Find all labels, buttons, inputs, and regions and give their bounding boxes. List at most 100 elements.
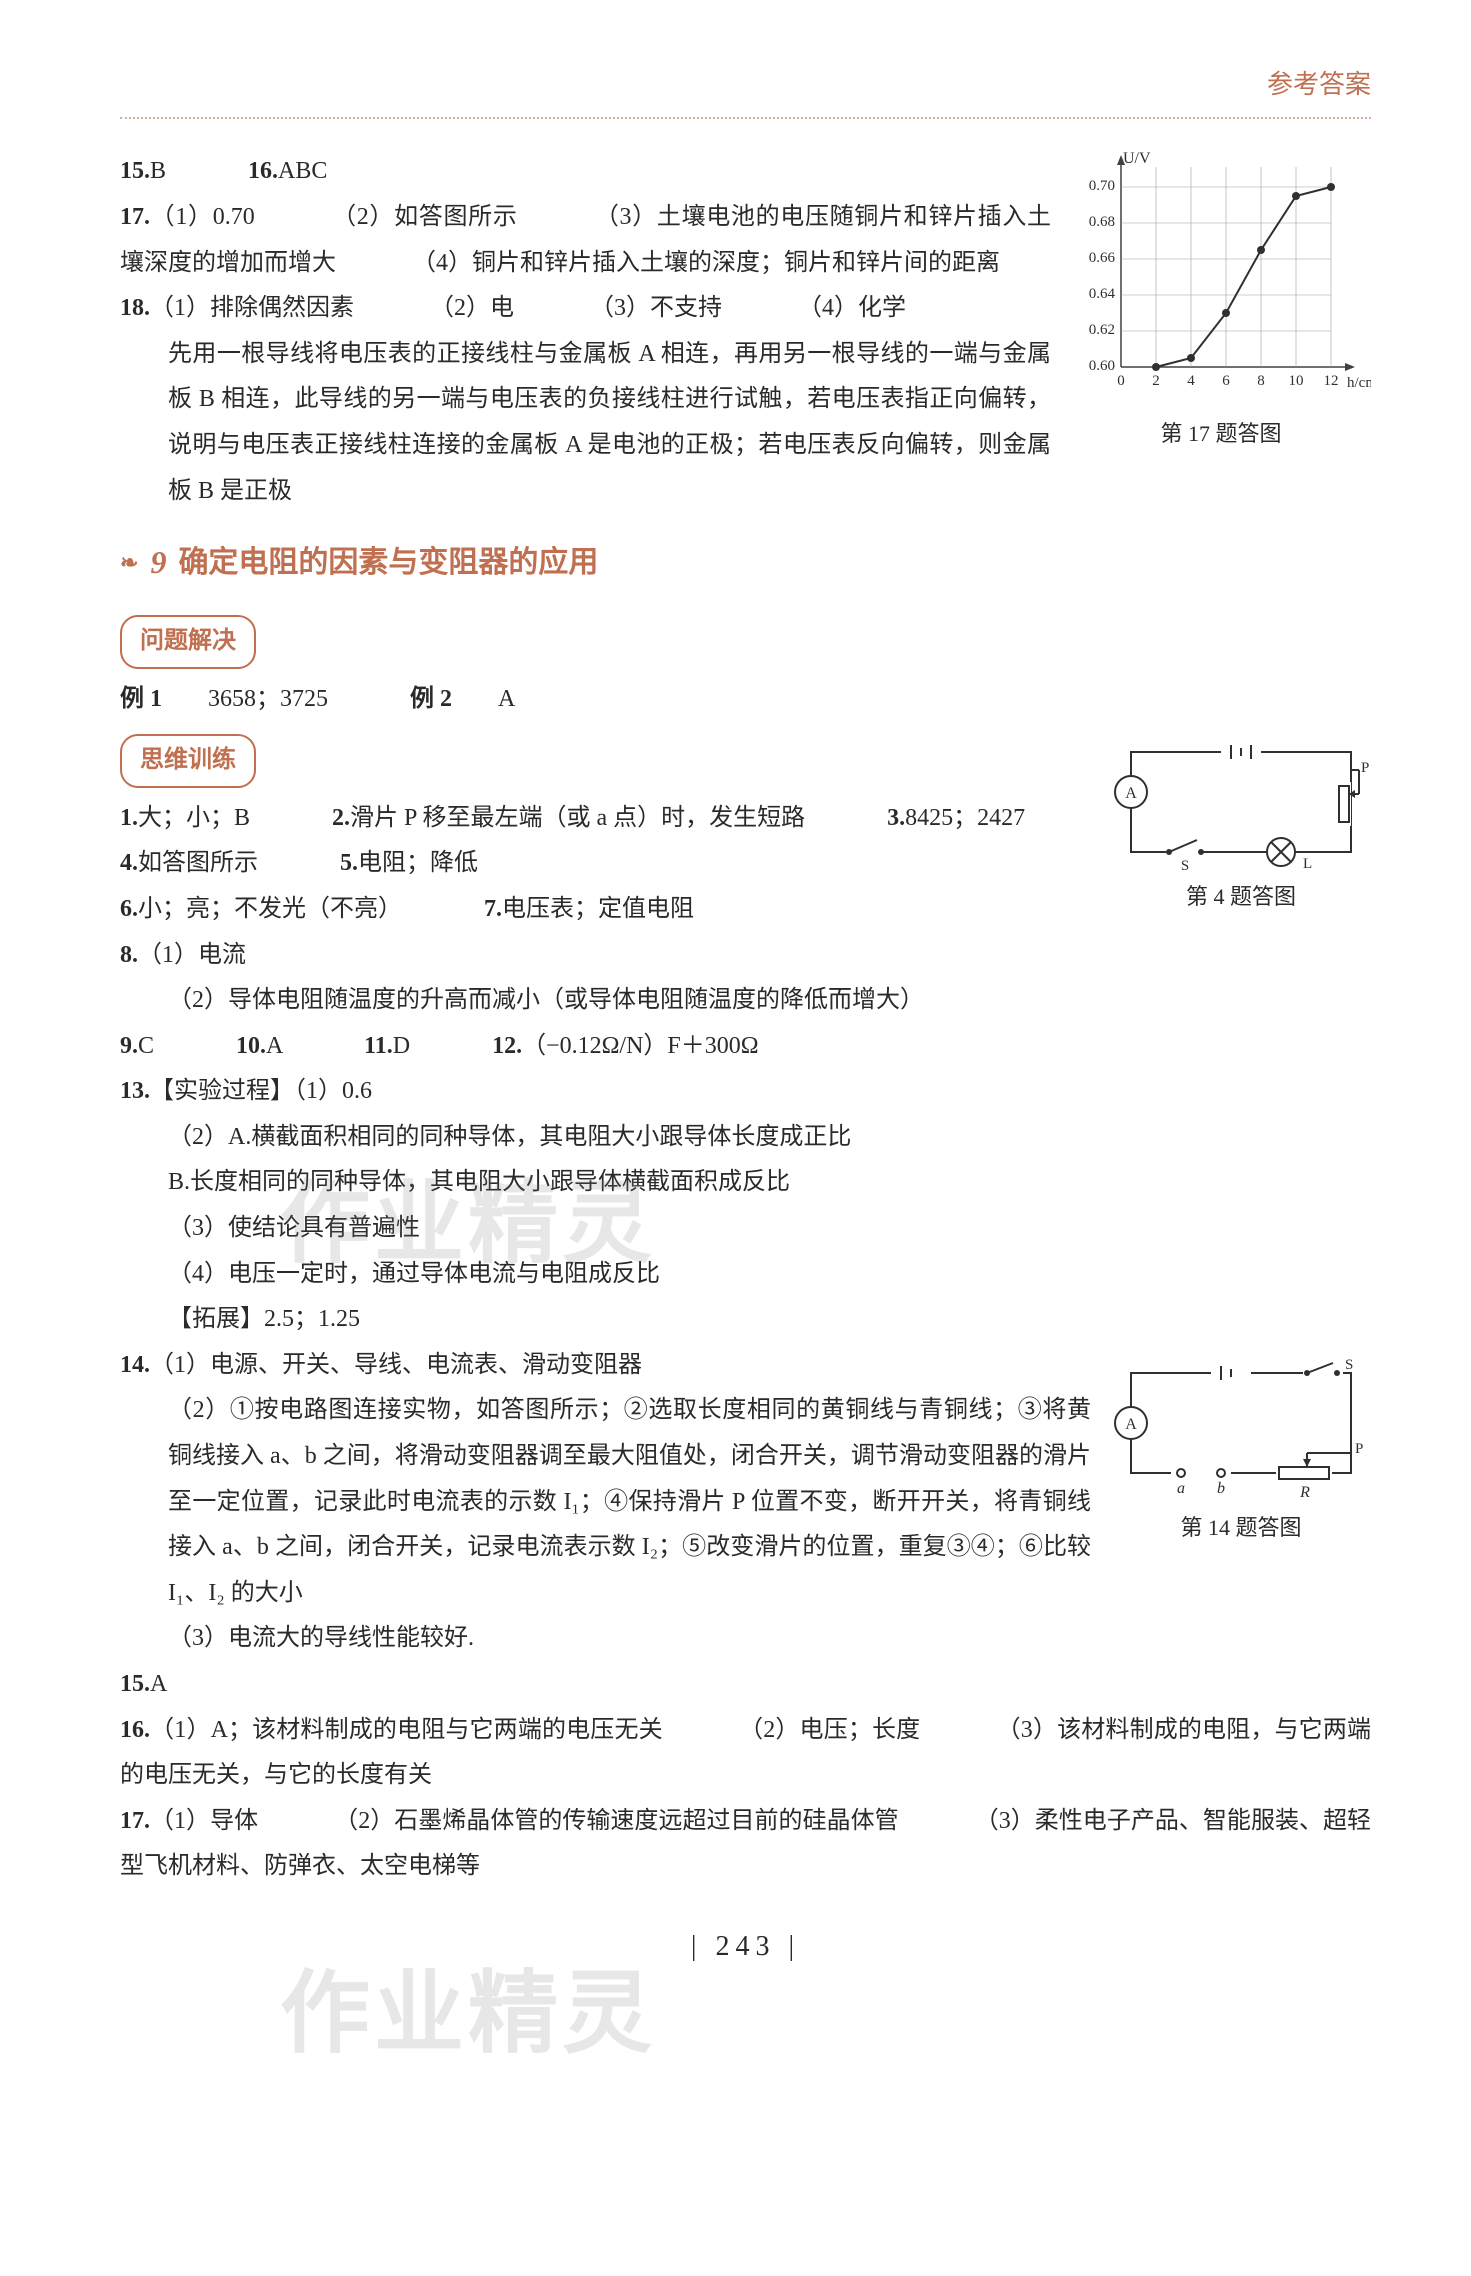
- answer-text: （1）导体: [150, 1808, 258, 1834]
- answer-text: ABC: [278, 158, 327, 184]
- page-header: 参考答案: [120, 60, 1371, 119]
- qnum: 11.: [364, 1033, 393, 1059]
- svg-text:A: A: [1125, 1416, 1137, 1433]
- section-title: ❧ 9 确定电阻的因素与变阻器的应用: [120, 532, 1371, 593]
- answer-text: （3）使结论具有普遍性: [120, 1206, 1371, 1252]
- answer-text: （1）电源、开关、导线、电流表、滑动变阻器: [150, 1352, 642, 1378]
- answer-text: （−0.12Ω/N）F＋300Ω: [522, 1033, 759, 1059]
- figure-q4-caption: 第 4 题答图: [1111, 876, 1371, 918]
- answer-text: 小；亮；不发光（不亮）: [138, 896, 402, 922]
- page-number: | 243 |: [120, 1920, 1371, 1973]
- qnum: 6.: [120, 896, 138, 922]
- section-heading: 确定电阻的因素与变阻器的应用: [178, 534, 598, 591]
- answer-line: 9.C 10.A 11.D 12.（−0.12Ω/N）F＋300Ω: [120, 1024, 1371, 1070]
- svg-text:0.62: 0.62: [1089, 322, 1115, 338]
- answer-text: （3）电流大的导线性能较好.: [120, 1616, 1371, 1662]
- svg-text:P: P: [1361, 760, 1369, 776]
- answer-t8-2: （2）导体电阻随温度的升高而减小（或导体电阻随温度的降低而增大）: [120, 978, 1371, 1024]
- answer-text: 【拓展】2.5；1.25: [120, 1297, 1371, 1343]
- svg-text:4: 4: [1187, 373, 1195, 389]
- example-label: 例 2: [410, 686, 452, 712]
- svg-text:U/V: U/V: [1123, 150, 1151, 167]
- answer-text: （1）A；该材料制成的电阻与它两端的电压无关: [150, 1717, 663, 1743]
- answer-t17b: 17.（1）导体 （2）石墨烯晶体管的传输速度远超过目前的硅晶体管 （3）柔性电…: [120, 1799, 1371, 1890]
- answer-text: A: [150, 1671, 167, 1697]
- answer-t16: 16.（1）A；该材料制成的电阻与它两端的电压无关 （2）电压；长度 （3）该材…: [120, 1708, 1371, 1799]
- figure-q17: U/V 0.60 0.62 0.64 0.66 0.68 0.70: [1071, 149, 1371, 455]
- answer-text: （3）不支持: [590, 295, 722, 321]
- svg-text:0.64: 0.64: [1089, 286, 1116, 302]
- qnum: 17.: [120, 204, 150, 230]
- qnum: 18.: [120, 295, 150, 321]
- answer-text: （1）0.70: [150, 204, 255, 230]
- qnum: 5.: [340, 850, 358, 876]
- answer-text: （2）如答图所示: [331, 204, 517, 230]
- answer-text: 如答图所示: [138, 850, 258, 876]
- qnum: 10.: [236, 1033, 266, 1059]
- answer-text: A: [266, 1033, 282, 1059]
- answer-text: 3658；3725: [208, 686, 328, 712]
- svg-text:b: b: [1217, 1480, 1225, 1497]
- qnum: 13.: [120, 1078, 150, 1104]
- section-number: 9: [150, 532, 166, 593]
- qnum: 12.: [492, 1033, 522, 1059]
- svg-text:8: 8: [1257, 373, 1265, 389]
- circuit-q14-svg: S A a b P R: [1111, 1353, 1371, 1503]
- svg-text:h/cm: h/cm: [1347, 375, 1371, 391]
- svg-text:S: S: [1345, 1357, 1353, 1373]
- qnum: 17.: [120, 1808, 150, 1834]
- svg-text:0.70: 0.70: [1089, 178, 1115, 194]
- answer-text: A: [498, 686, 515, 712]
- answer-text: 电阻；降低: [358, 850, 478, 876]
- example-line: 例 1 3658；3725 例 2 A: [120, 677, 1371, 723]
- svg-text:10: 10: [1289, 373, 1304, 389]
- qnum: 9.: [120, 1033, 138, 1059]
- chart-q17-svg: U/V 0.60 0.62 0.64 0.66 0.68 0.70: [1071, 149, 1371, 409]
- qnum: 8.: [120, 942, 138, 968]
- answer-text: （4）电压一定时，通过导体电流与电阻成反比: [120, 1252, 1371, 1298]
- circuit-q4-svg: A S L P: [1111, 732, 1371, 872]
- answer-text: （1）电流: [138, 942, 246, 968]
- svg-text:R: R: [1299, 1484, 1310, 1501]
- svg-text:S: S: [1181, 858, 1189, 872]
- answer-text: （4）化学: [798, 295, 906, 321]
- qnum: 15.: [120, 1671, 150, 1697]
- pill-label: 问题解决: [120, 615, 256, 669]
- answer-text: 【实验过程】（1）0.6: [150, 1078, 372, 1104]
- answer-text: （2）电: [430, 295, 514, 321]
- answer-t13: 13.【实验过程】（1）0.6: [120, 1069, 1371, 1115]
- figure-q14-caption: 第 14 题答图: [1111, 1507, 1371, 1549]
- svg-text:A: A: [1125, 785, 1137, 802]
- svg-text:12: 12: [1324, 373, 1339, 389]
- answer-line: 15.A: [120, 1662, 1371, 1708]
- leaf-icon: ❧: [120, 542, 138, 584]
- qnum: 7.: [484, 896, 502, 922]
- answer-text: （2）A.横截面积相同的同种导体，其电阻大小跟导体长度成正比: [120, 1115, 1371, 1161]
- svg-text:0.66: 0.66: [1089, 250, 1116, 266]
- answer-text: B: [150, 158, 166, 184]
- answer-text: （2）石墨烯晶体管的传输速度远超过目前的硅晶体管: [334, 1808, 899, 1834]
- answer-text: 大；小；B: [138, 805, 250, 831]
- figure-q14: S A a b P R 第 14 题答图: [1111, 1353, 1371, 1549]
- qnum: 16.: [248, 158, 278, 184]
- answer-text: （2）电压；长度: [739, 1717, 920, 1743]
- svg-text:2: 2: [1152, 373, 1160, 389]
- svg-text:a: a: [1177, 1480, 1185, 1497]
- answer-text: （1）排除偶然因素: [150, 295, 354, 321]
- qnum: 4.: [120, 850, 138, 876]
- qnum: 15.: [120, 158, 150, 184]
- qnum: 2.: [332, 805, 350, 831]
- qnum: 16.: [120, 1717, 150, 1743]
- figure-q17-caption: 第 17 题答图: [1071, 413, 1371, 455]
- qnum: 3.: [887, 805, 905, 831]
- svg-text:L: L: [1303, 856, 1312, 872]
- svg-text:0.68: 0.68: [1089, 214, 1115, 230]
- svg-text:P: P: [1355, 1441, 1363, 1457]
- answer-text: B.长度相同的同种导体，其电阻大小跟导体横截面积成反比: [120, 1160, 1371, 1206]
- answer-text: （4）铜片和锌片插入土壤的深度；铜片和锌片间的距离: [412, 250, 1000, 276]
- example-label: 例 1: [120, 686, 162, 712]
- svg-text:0.60: 0.60: [1089, 358, 1115, 374]
- svg-text:0: 0: [1117, 373, 1125, 389]
- qnum: 1.: [120, 805, 138, 831]
- answer-text: 电压表；定值电阻: [502, 896, 694, 922]
